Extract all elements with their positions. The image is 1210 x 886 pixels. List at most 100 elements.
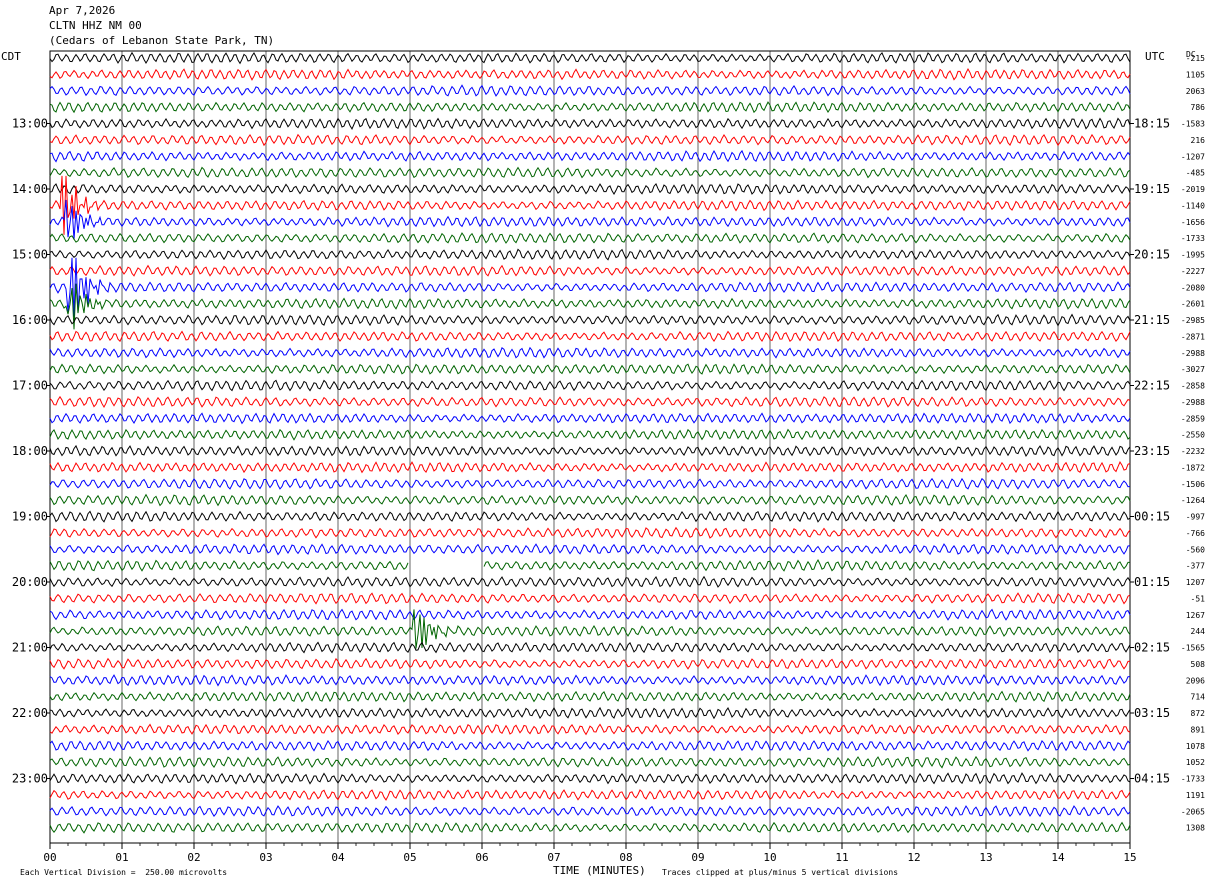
vertical-division-note: Each Vertical Division = 250.00 microvol… — [20, 868, 228, 877]
seismic-trace — [49, 101, 1131, 114]
dc-offset-label: -51 — [1191, 594, 1206, 603]
right-hour-label: 04:15 — [1134, 772, 1170, 786]
dc-offset-label: -2232 — [1181, 447, 1205, 456]
right-hour-label: 21:15 — [1134, 313, 1170, 327]
seismic-trace — [49, 51, 1131, 65]
x-tick-label: 00 — [43, 851, 56, 864]
dc-offset-label: -766 — [1186, 529, 1205, 538]
dc-offset-label: -2858 — [1181, 382, 1205, 391]
seismic-trace — [49, 543, 1131, 556]
seismic-trace — [49, 821, 1131, 834]
seismic-trace — [49, 117, 1131, 130]
seismic-trace — [49, 755, 1131, 769]
seismic-trace — [49, 558, 1130, 572]
dc-offset-label: -560 — [1186, 545, 1205, 554]
seismic-trace — [49, 805, 1131, 818]
dc-offset-label: 1105 — [1186, 70, 1205, 79]
dc-offset-label: 1078 — [1186, 742, 1205, 751]
station-label: CLTN HHZ NM 00 — [49, 19, 142, 32]
dc-offset-label: -2871 — [1181, 332, 1205, 341]
dc-offset-label: 1207 — [1186, 578, 1205, 587]
x-tick-label: 12 — [907, 851, 920, 864]
dc-offset-label: 1267 — [1186, 611, 1205, 620]
x-tick-label: 03 — [259, 851, 272, 864]
seismic-trace — [49, 175, 1131, 235]
dc-offset-label: -2019 — [1181, 185, 1205, 194]
seismic-trace — [49, 723, 1131, 736]
left-hour-label: 17:00 — [12, 379, 48, 393]
right-hour-label: 23:15 — [1134, 444, 1170, 458]
left-hour-label: 20:00 — [12, 575, 48, 589]
x-tick-label: 04 — [331, 851, 345, 864]
dc-offset-label: -1565 — [1181, 644, 1205, 653]
seismic-trace — [49, 657, 1131, 670]
x-tick-label: 01 — [115, 851, 128, 864]
seismic-trace — [49, 575, 1131, 589]
seismic-trace — [49, 248, 1131, 261]
left-hour-label: 14:00 — [12, 182, 48, 196]
dc-offset-label: -1995 — [1181, 251, 1205, 260]
seismic-trace — [49, 257, 1131, 317]
x-axis-title: TIME (MINUTES) — [553, 864, 646, 877]
dc-offset-label: -2988 — [1181, 398, 1205, 407]
left-hour-label: 19:00 — [12, 510, 48, 524]
date-label: Apr 7,2026 — [49, 4, 116, 17]
dc-offset-label: -2988 — [1181, 349, 1205, 358]
dc-offset-label: 1052 — [1186, 758, 1205, 767]
x-tick-label: 05 — [403, 851, 416, 864]
dc-offset-label: 872 — [1191, 709, 1206, 718]
x-tick-label: 10 — [763, 851, 776, 864]
dc-offset-label: -1207 — [1181, 152, 1205, 161]
dc-offset-label: -2227 — [1181, 267, 1205, 276]
seismic-trace — [49, 493, 1131, 507]
seismic-trace — [49, 232, 1131, 244]
dc-offset-label: -2080 — [1181, 283, 1205, 292]
dc-offset-label: -997 — [1186, 513, 1205, 522]
left-hour-label: 22:00 — [12, 706, 48, 720]
dc-offset-label: 891 — [1191, 725, 1206, 734]
right-hour-label: 20:15 — [1134, 248, 1170, 262]
left-hour-label: 15:00 — [12, 248, 48, 262]
x-tick-label: 11 — [835, 851, 848, 864]
right-hour-label: 19:15 — [1134, 182, 1170, 196]
dc-offset-label: 216 — [1191, 136, 1206, 145]
seismic-trace — [49, 641, 1131, 654]
seismic-trace — [49, 510, 1131, 523]
x-tick-label: 13 — [979, 851, 992, 864]
dc-offset-label: -377 — [1186, 562, 1205, 571]
seismic-trace — [49, 609, 1131, 649]
dc-offset-label: -1733 — [1181, 234, 1205, 243]
dc-offset-label: 508 — [1191, 660, 1206, 669]
seismic-trace — [49, 133, 1131, 147]
seismic-trace — [49, 789, 1131, 801]
seismic-trace — [49, 772, 1131, 785]
seismic-trace — [49, 461, 1131, 474]
dc-offset-label: -1656 — [1181, 218, 1205, 227]
dc-offset-label: -2550 — [1181, 431, 1205, 440]
seismic-trace — [49, 412, 1131, 425]
dc-offset-label: 2096 — [1186, 676, 1205, 685]
axis-labels: 00 01 02 03 04 05 06 07 08 09 10 11 12 13 14 15 -215 1105… — [1, 50, 1205, 864]
right-hour-label: 01:15 — [1134, 575, 1170, 589]
dc-offset-label: 2063 — [1186, 87, 1205, 96]
seismic-trace — [49, 283, 1131, 330]
seismic-trace — [49, 149, 1131, 163]
dc-offset-label: -1583 — [1181, 120, 1205, 129]
dc-offset-label: -1872 — [1181, 463, 1205, 472]
seismic-trace — [49, 346, 1131, 359]
right-hour-label: 22:15 — [1134, 379, 1170, 393]
dc-offset-label: 714 — [1191, 693, 1206, 702]
seismic-trace — [49, 379, 1131, 392]
seismic-trace — [49, 706, 1131, 720]
dc-offset-label: 244 — [1191, 627, 1206, 636]
seismic-trace — [49, 428, 1131, 441]
dc-offset-label: -2065 — [1181, 807, 1205, 816]
location-label: (Cedars of Lebanon State Park, TN) — [49, 34, 275, 47]
dc-offset-label: -1506 — [1181, 480, 1205, 489]
seismic-trace — [49, 67, 1131, 81]
x-tick-label: 08 — [619, 851, 632, 864]
seismic-trace — [49, 690, 1131, 703]
dc-offset-label: 786 — [1191, 103, 1206, 112]
right-hour-label: 18:15 — [1134, 117, 1170, 131]
